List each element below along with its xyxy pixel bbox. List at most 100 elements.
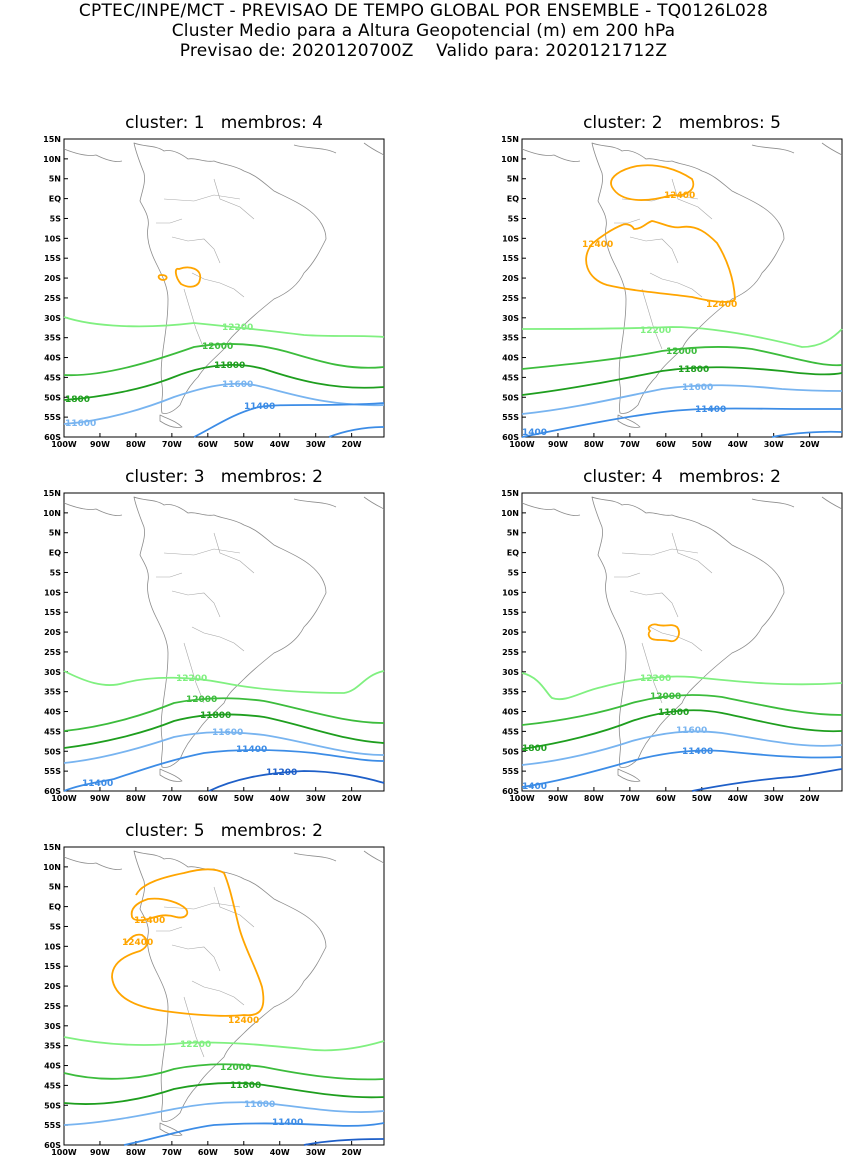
lat-label: 35S — [502, 334, 519, 343]
lat-label: 55S — [502, 767, 519, 776]
lat-label: 60S — [502, 433, 519, 442]
lat-label: 10S — [44, 942, 61, 951]
panel-5-map: 15N 10N 5N EQ 5S 10S 15S 20S 25S 30S 35S 40S 45S 50S 5… — [43, 843, 385, 1157]
lon-label: 30W — [306, 440, 326, 449]
contour-12200 — [63, 1036, 385, 1052]
lon-label: 60W — [656, 440, 676, 449]
contour-12400 — [157, 274, 168, 281]
lon-label: 40W — [270, 440, 290, 449]
lat-label: EQ — [49, 195, 61, 204]
map-frame — [63, 846, 385, 1146]
panel-4-map: 15N 10N 5N EQ 5S 10S 15S 20S 25S 30S 35S 40S 45S 50S 5… — [501, 489, 843, 803]
contour-label: 11200 — [266, 768, 297, 778]
lat-label: 5N — [507, 529, 519, 538]
lon-label: 70W — [162, 1148, 182, 1157]
lat-label: EQ — [507, 195, 519, 204]
lat-label: 10S — [502, 588, 519, 597]
contour-label: 11400 — [236, 745, 267, 755]
panel-4-title: cluster: 4 membros: 2 — [583, 467, 781, 487]
lat-label: 30S — [44, 668, 61, 677]
lat-label: 10N — [501, 155, 519, 164]
lat-label: 40S — [502, 708, 519, 717]
lat-label: 60S — [44, 433, 61, 442]
contour-11600 — [63, 731, 385, 764]
lon-label: 50W — [234, 1148, 254, 1157]
lon-label: 70W — [162, 794, 182, 803]
contour-12200 — [521, 672, 843, 701]
lon-label: 50W — [692, 440, 712, 449]
lat-label: 25S — [44, 1002, 61, 1011]
contour-label: 11800 — [678, 365, 709, 375]
lat-label: 10N — [501, 509, 519, 518]
contour-11400 — [521, 407, 842, 438]
lat-label: 10S — [502, 234, 519, 243]
contour-label: 12400 — [582, 240, 613, 250]
lon-label: 90W — [548, 794, 568, 803]
lon-label: 90W — [90, 440, 110, 449]
contour-label: 12200 — [180, 1040, 211, 1050]
axis-ticks: 15N 10N 5N EQ 5S 10S 15S 20S 25S 30S 35S 40S 45S 50S 5… — [43, 843, 362, 1157]
contour-label: 12400 — [706, 300, 737, 310]
panel-2-title: cluster: 2 membros: 5 — [583, 113, 781, 133]
contour-label: 12400 — [122, 938, 153, 948]
contour-label: 11800 — [658, 708, 689, 718]
map-frame — [521, 492, 843, 792]
panel-2-map: 15N 10N 5N EQ 5S 10S 15S 20S 25S 30S 35S 40S 45S 50S 5… — [501, 135, 843, 449]
contour-12400 — [174, 266, 202, 288]
lat-label: 50S — [44, 1101, 61, 1110]
contour-11200 — [691, 768, 843, 792]
lon-label: 70W — [620, 794, 640, 803]
panel-3-title: cluster: 3 membros: 2 — [125, 467, 323, 487]
lat-label: 15N — [501, 135, 519, 144]
contour-label: 11600 — [65, 419, 96, 429]
lon-label: 40W — [270, 794, 290, 803]
lon-label: 40W — [728, 794, 748, 803]
contour-11800 — [63, 364, 385, 401]
lat-label: 20S — [44, 274, 61, 283]
lat-label: 40S — [44, 1062, 61, 1071]
lat-label: 5N — [49, 529, 61, 538]
lat-label: 35S — [502, 688, 519, 697]
lon-label: 40W — [270, 1148, 290, 1157]
contour-label: 11400 — [82, 779, 113, 789]
contour-label: 11400 — [244, 402, 275, 412]
lat-label: 20S — [502, 628, 519, 637]
contour-11400 — [123, 1122, 385, 1146]
contour-11800 — [521, 709, 843, 750]
panel-1-map: 15N 10N 5N EQ 5S 10S 15S 20S 25S 30S 35S 40S 45S 50S 5… — [43, 135, 385, 449]
lon-label: 60W — [198, 440, 218, 449]
contour-11400 — [63, 749, 385, 792]
axis-ticks: 15N 10N 5N EQ 5S 10S 15S 20S 25S 30S 35S 40S 45S 50S 5… — [43, 489, 362, 803]
lat-label: 50S — [44, 393, 61, 402]
lon-label: 100W — [51, 794, 77, 803]
lon-label: 30W — [306, 1148, 326, 1157]
lat-label: 5N — [49, 175, 61, 184]
contour-label: 1800 — [522, 744, 547, 754]
lat-label: 35S — [44, 1042, 61, 1051]
lat-label: 15N — [501, 489, 519, 498]
lat-label: 30S — [502, 314, 519, 323]
contour-label: 11600 — [682, 383, 713, 393]
lat-label: 5S — [50, 922, 62, 931]
contour-label: 11800 — [214, 361, 245, 371]
lon-label: 70W — [620, 440, 640, 449]
map-frame — [63, 492, 385, 792]
contour-11400 — [328, 426, 385, 438]
contour-12400 — [647, 623, 680, 643]
lat-label: 55S — [502, 413, 519, 422]
lon-label: 90W — [548, 440, 568, 449]
lat-label: 45S — [502, 727, 519, 736]
lat-label: 15S — [44, 962, 61, 971]
contour-11600 — [521, 730, 843, 766]
lat-label: EQ — [49, 549, 61, 558]
contour-label: 12400 — [228, 1016, 259, 1026]
contour-12200 — [63, 670, 385, 694]
lat-label: 60S — [44, 1141, 61, 1150]
lat-label: 55S — [44, 413, 61, 422]
contour-label: 12400 — [134, 916, 165, 926]
lat-label: 50S — [502, 393, 519, 402]
contour-label: 12200 — [640, 326, 671, 336]
lat-label: 25S — [44, 294, 61, 303]
contour-12000 — [521, 694, 843, 726]
contour-label: 11800 — [230, 1081, 261, 1091]
